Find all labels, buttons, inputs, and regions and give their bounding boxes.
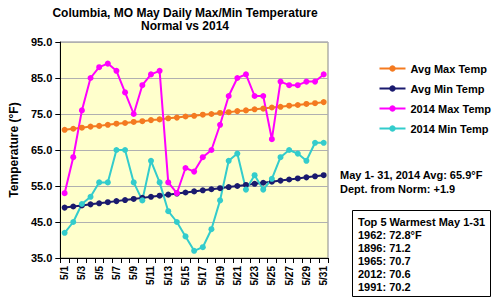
svg-text:2014 Max Temp: 2014 Max Temp — [410, 103, 491, 115]
svg-text:5/5: 5/5 — [94, 266, 105, 280]
svg-text:Avg Max Temp: Avg Max Temp — [410, 63, 487, 75]
svg-text:95.0: 95.0 — [31, 36, 52, 48]
svg-text:5/3: 5/3 — [76, 266, 87, 280]
svg-text:5/13: 5/13 — [163, 266, 174, 286]
svg-text:Avg Min Temp: Avg Min Temp — [410, 83, 484, 95]
svg-text:85.0: 85.0 — [31, 72, 52, 84]
svg-text:5/29: 5/29 — [301, 266, 312, 286]
svg-text:5/15: 5/15 — [180, 266, 191, 286]
svg-text:Columbia, MO May Daily Max/Min: Columbia, MO May Daily Max/Min Temperatu… — [52, 6, 317, 20]
svg-text:1896: 71.2: 1896: 71.2 — [358, 242, 411, 254]
svg-text:5/9: 5/9 — [128, 266, 139, 280]
svg-text:5/31: 5/31 — [318, 266, 329, 286]
svg-text:Temperature (°F): Temperature (°F) — [7, 102, 21, 197]
svg-text:5/17: 5/17 — [197, 266, 208, 286]
svg-text:Top 5 Warmest May 1-31: Top 5 Warmest May 1-31 — [358, 216, 485, 228]
svg-text:5/19: 5/19 — [215, 266, 226, 286]
svg-text:5/11: 5/11 — [145, 266, 156, 285]
svg-text:5/7: 5/7 — [111, 266, 122, 280]
svg-text:5/23: 5/23 — [249, 266, 260, 286]
svg-text:5/25: 5/25 — [266, 266, 277, 286]
svg-text:2014 Min Temp: 2014 Min Temp — [410, 123, 488, 135]
svg-text:May 1- 31, 2014 Avg: 65.9°F: May 1- 31, 2014 Avg: 65.9°F — [340, 169, 483, 181]
svg-text:55.0: 55.0 — [31, 180, 52, 192]
svg-text:Dept. from Norm: +1.9: Dept. from Norm: +1.9 — [340, 183, 455, 195]
svg-text:Normal vs 2014: Normal vs 2014 — [141, 19, 229, 33]
svg-text:1991: 70.2: 1991: 70.2 — [358, 281, 411, 293]
svg-text:45.0: 45.0 — [31, 216, 52, 228]
svg-text:5/27: 5/27 — [284, 266, 295, 286]
svg-text:5/21: 5/21 — [232, 266, 243, 286]
svg-text:5/1: 5/1 — [59, 266, 70, 280]
svg-text:75.0: 75.0 — [31, 108, 52, 120]
svg-text:1962: 72.8°F: 1962: 72.8°F — [358, 229, 422, 241]
svg-text:1965: 70.7: 1965: 70.7 — [358, 255, 411, 267]
svg-text:65.0: 65.0 — [31, 144, 52, 156]
svg-text:35.0: 35.0 — [31, 252, 52, 264]
svg-text:2012: 70.6: 2012: 70.6 — [358, 268, 411, 280]
